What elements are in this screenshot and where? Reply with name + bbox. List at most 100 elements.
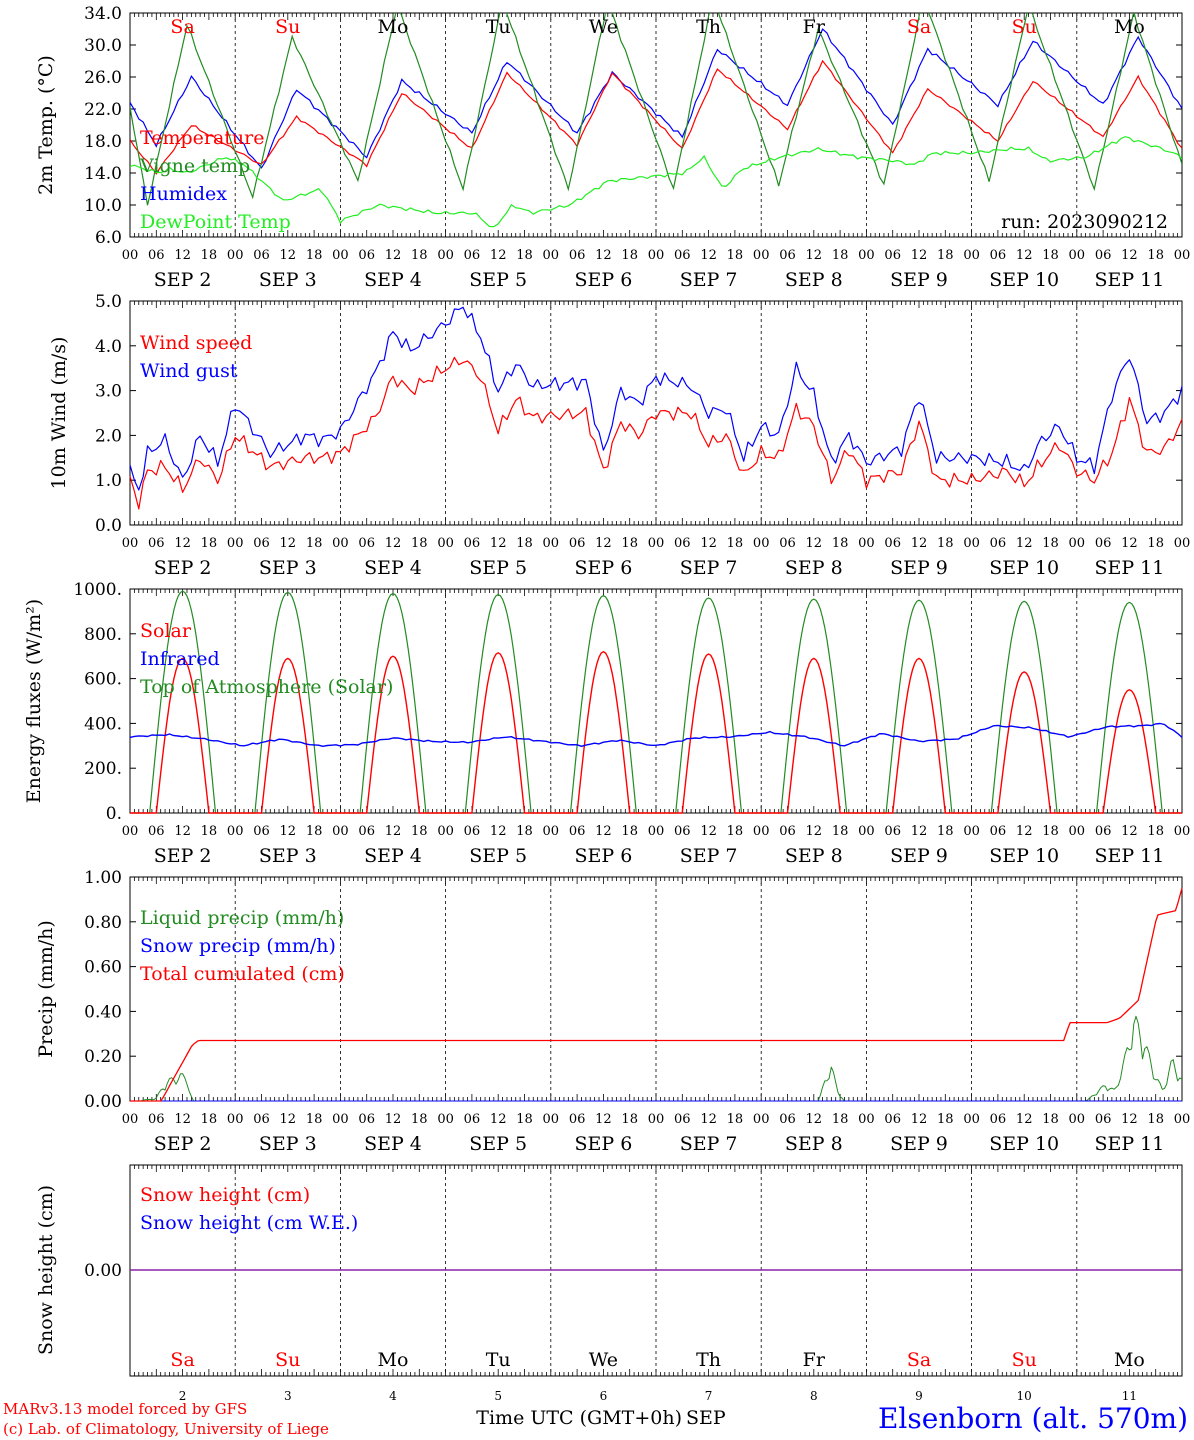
hour-label: 18 [1147,824,1164,839]
hour-label: 18 [306,824,323,839]
date-label: SEP 8 [785,269,843,291]
hour-label: 12 [595,536,612,551]
hour-label: 06 [1095,1112,1112,1127]
hour-label: 06 [884,824,901,839]
humidex-line [130,28,1182,169]
y-tick-label: 800. [84,625,122,645]
day-abbr: Fr [803,1349,826,1371]
date-label: SEP 9 [890,845,948,867]
hour-label: 12 [1121,248,1138,263]
hour-label: 18 [832,248,849,263]
date-label: SEP 7 [680,845,738,867]
hour-label: 06 [884,1112,901,1127]
y-axis-label: Snow height (cm) [35,1185,57,1355]
hour-label: 18 [727,248,744,263]
hour-label: 06 [358,248,375,263]
wind-speed-line [129,356,1183,510]
legend-2-1: Wind gust [140,360,238,382]
hour-label: 12 [1016,536,1033,551]
run-annotation: run: 2023090212 [1001,211,1168,233]
legend-4-0: Liquid precip (mm/h) [140,907,344,929]
hour-label: 18 [832,536,849,551]
legend-1-3: DewPoint Temp [140,211,291,233]
hour-label: 12 [700,536,717,551]
date-label: SEP 8 [785,557,843,579]
hour-label: 00 [227,248,244,263]
hour-label: 00 [437,536,454,551]
day-abbr: Tu [486,1349,511,1371]
day-abbr: We [589,1349,618,1371]
day-abbr: Mo [1114,1349,1145,1371]
hour-label: 18 [937,248,954,263]
hour-label: 00 [753,248,770,263]
hour-label: 12 [385,1112,402,1127]
hour-label: 06 [253,536,270,551]
day-abbr: Su [275,1349,300,1371]
hour-label: 00 [332,248,349,263]
hour-label: 06 [1095,248,1112,263]
day-abbr: We [589,16,618,38]
hour-label: 12 [490,536,507,551]
hour-label: 12 [700,248,717,263]
hour-label: 06 [990,536,1007,551]
hour-label: 18 [201,824,218,839]
y-tick-label: 600. [84,670,122,690]
legend-3-1: Infrared [140,648,220,670]
y-tick-label: 0.40 [84,1002,122,1022]
hour-label: 12 [700,1112,717,1127]
hour-label: 18 [306,248,323,263]
hour-label: 12 [700,824,717,839]
hour-label: 12 [595,824,612,839]
hour-label: 00 [543,824,560,839]
temperature-line [130,59,1182,175]
date-label: SEP 3 [259,557,317,579]
hour-label: 06 [1095,824,1112,839]
hour-label: 00 [1174,536,1191,551]
x-axis-month: SEP [686,1407,726,1429]
hour-label: 06 [148,1112,165,1127]
y-tick-label: 10.0 [84,196,122,216]
y-tick-label: 30.0 [84,36,122,56]
hour-label: 12 [490,824,507,839]
date-label: SEP 6 [574,557,632,579]
y-axis-label: 10m Wind (m/s) [48,337,70,490]
hour-label: 18 [411,536,428,551]
hour-label: 12 [385,824,402,839]
hour-label: 06 [358,824,375,839]
date-label: SEP 4 [364,845,422,867]
day-number: 2 [179,1389,187,1403]
hour-label: 06 [884,248,901,263]
infrared-line [129,722,1183,747]
hour-label: 12 [174,536,191,551]
hour-label: 00 [1069,1112,1086,1127]
wind-gust-line [129,306,1183,491]
hour-label: 00 [963,248,980,263]
legend-5-0: Snow height (cm) [140,1184,310,1206]
hour-label: 12 [911,536,928,551]
hour-label: 00 [543,1112,560,1127]
y-tick-label: 0. [106,804,122,824]
date-label: SEP 2 [154,1133,212,1155]
date-label: SEP 11 [1094,557,1164,579]
day-abbr: Tu [486,16,511,38]
y-tick-label: 0.80 [84,913,122,933]
day-number: 7 [705,1389,713,1403]
hour-label: 00 [122,248,139,263]
hour-label: 00 [753,536,770,551]
legend-2-0: Wind speed [140,332,252,354]
hour-label: 06 [148,536,165,551]
hour-label: 00 [543,536,560,551]
hour-label: 06 [990,824,1007,839]
hour-label: 06 [884,536,901,551]
hour-label: 18 [1042,824,1059,839]
date-label: SEP 7 [680,269,738,291]
hour-label: 06 [253,824,270,839]
date-label: SEP 2 [154,845,212,867]
day-abbr: Su [1012,1349,1037,1371]
hour-label: 12 [280,824,297,839]
date-label: SEP 11 [1094,1133,1164,1155]
hour-label: 00 [1069,248,1086,263]
hour-label: 00 [858,536,875,551]
legend-1-0: Temperature [140,127,264,149]
hour-label: 18 [1042,248,1059,263]
